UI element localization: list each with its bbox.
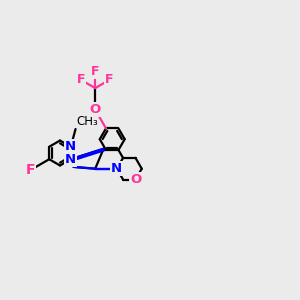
Text: N: N bbox=[65, 140, 76, 153]
Text: F: F bbox=[91, 65, 99, 78]
Text: F: F bbox=[26, 163, 35, 177]
Text: O: O bbox=[130, 173, 141, 186]
Text: N: N bbox=[111, 162, 122, 175]
Text: N: N bbox=[65, 153, 76, 166]
Text: F: F bbox=[105, 74, 113, 86]
Text: F: F bbox=[77, 74, 85, 86]
Text: CH₃: CH₃ bbox=[76, 115, 98, 128]
Text: O: O bbox=[90, 103, 101, 116]
